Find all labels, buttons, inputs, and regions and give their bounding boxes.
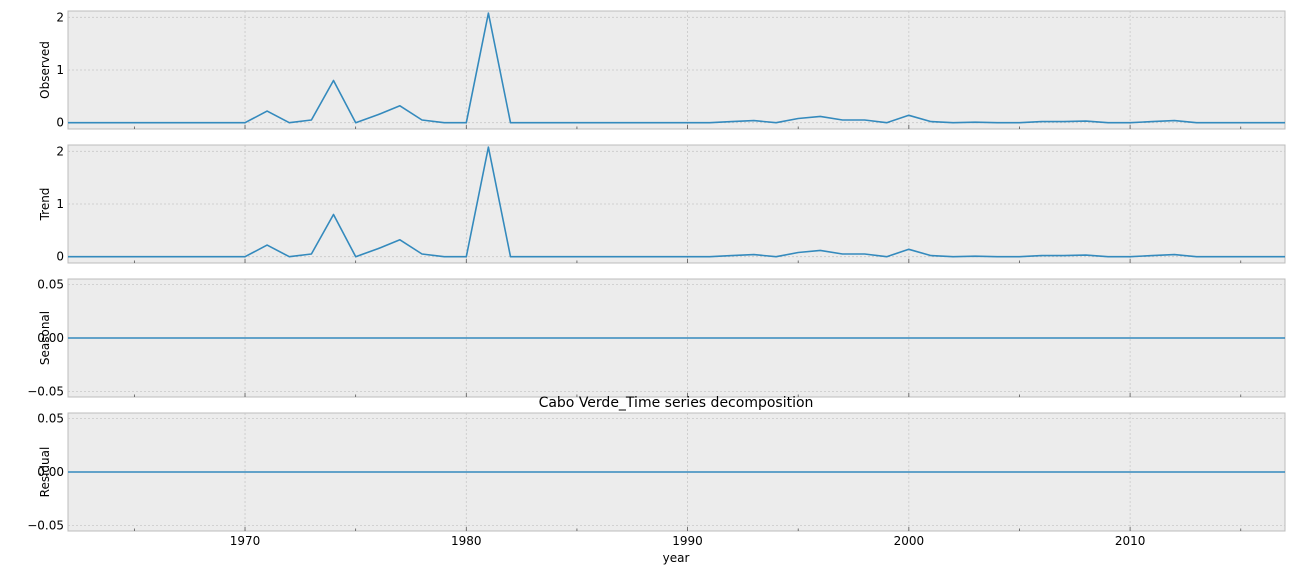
x-tick-label: 1980 (451, 534, 482, 548)
y-tick-label: 0 (56, 250, 64, 264)
x-tick-label: 1970 (230, 534, 261, 548)
y-tick-label: 0 (56, 116, 64, 130)
y-tick-label: 0.00 (37, 331, 64, 345)
x-tick-label: 2000 (894, 534, 925, 548)
x-tick-label: 2010 (1115, 534, 1146, 548)
y-axis-label: Trend (38, 188, 52, 222)
panel-observed: 0 1 2 Observed (38, 10, 1286, 130)
y-tick-label: 2 (56, 10, 64, 24)
y-tick-label: 1 (56, 197, 64, 211)
y-axis-label: Seasonal (38, 311, 52, 365)
panel-trend: 0 1 2 Trend (38, 144, 1286, 264)
y-tick-label: −0.05 (27, 385, 64, 399)
x-tick-label: 1990 (672, 534, 703, 548)
y-tick-label: 0.05 (37, 411, 64, 425)
y-axis-label: Observed (38, 41, 52, 99)
y-tick-label: 1 (56, 63, 64, 77)
series-line-observed (68, 12, 1285, 124)
y-tick-label: −0.05 (27, 519, 64, 533)
x-axis-label: year (663, 551, 690, 565)
y-tick-label: 0.00 (37, 465, 64, 479)
panel-seasonal: 0.05 0.00 −0.05 Seasonal (27, 277, 1286, 399)
chart-title: Cabo Verde_Time series decomposition (539, 395, 814, 411)
y-axis-label: Residual (38, 447, 52, 498)
y-tick-label: 0.05 (37, 277, 64, 291)
y-tick-label: 2 (56, 144, 64, 158)
panel-residual: 0.05 0.00 −0.05 Residual (27, 411, 1286, 533)
series-line-trend (68, 146, 1285, 258)
